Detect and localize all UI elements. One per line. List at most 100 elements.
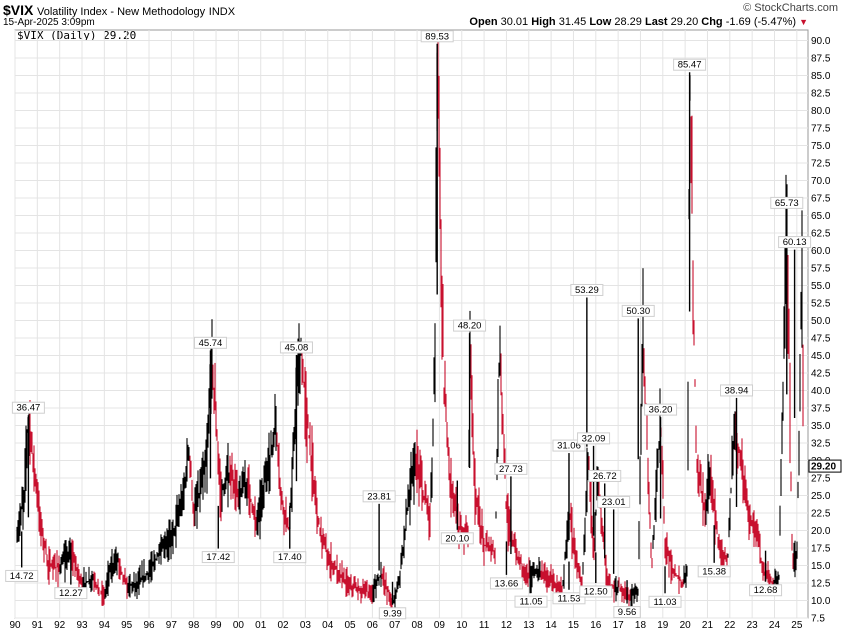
y-tick-label: 80.0 — [811, 106, 831, 117]
peak-label-box — [613, 606, 641, 619]
peak-label-text: 26.72 — [593, 471, 617, 482]
open-label: Open — [469, 16, 498, 28]
peak-label-box — [579, 585, 613, 598]
x-tick-label: 93 — [76, 620, 88, 631]
y-tick-label: 22.5 — [811, 509, 831, 520]
chg-label: Chg — [701, 16, 723, 28]
y-tick-label: 35.0 — [811, 421, 831, 432]
peak-label-box — [453, 319, 487, 332]
last-label: Last — [644, 16, 668, 28]
peak-label-text: 38.94 — [725, 385, 749, 396]
peak-label-text: 20.10 — [445, 533, 469, 544]
x-tick-label: 19 — [657, 620, 669, 631]
x-tick-label: 11 — [479, 620, 490, 631]
peak-label: 27.73 — [494, 462, 528, 475]
peak-label-text: 36.20 — [649, 405, 673, 416]
peak-label: 32.09 — [577, 432, 611, 445]
last-price-box — [808, 459, 842, 473]
peak-label: 36.47 — [11, 401, 45, 414]
peak-label-text: 17.40 — [278, 552, 302, 563]
x-tick-label: 94 — [99, 620, 111, 631]
peak-label: 11.53 — [552, 592, 586, 605]
open-value: 30.01 — [500, 16, 529, 28]
symbol: $VIX — [3, 2, 34, 18]
chg-value: -1.69 (-5.47%) — [725, 16, 797, 28]
x-tick-label: 00 — [233, 620, 245, 631]
timestamp: 15-Apr-2025 3:09pm — [3, 17, 95, 28]
x-tick-label: 02 — [277, 620, 289, 631]
peak-label-box — [489, 577, 523, 590]
peak-label-box — [720, 384, 754, 397]
peak-label: 38.94 — [720, 384, 754, 397]
peak-label-text: 60.13 — [783, 237, 807, 248]
y-axis: 7.510.012.515.017.520.022.525.027.530.03… — [811, 36, 831, 625]
x-tick-label: 07 — [389, 620, 401, 631]
x-tick-label: 20 — [680, 620, 692, 631]
gridlines — [14, 30, 808, 619]
peak-label-box — [644, 403, 678, 416]
peak-label-box — [378, 607, 407, 620]
y-tick-label: 62.5 — [811, 229, 831, 240]
peak-label-box — [494, 462, 528, 475]
peak-label: 60.13 — [778, 236, 812, 249]
quote-bar: Open 30.01 High 31.45 Low 28.29 Last 29.… — [469, 16, 808, 28]
peak-label-box — [648, 595, 682, 608]
x-tick-label: 06 — [367, 620, 379, 631]
peak-label: 12.27 — [54, 587, 88, 600]
peak-label-box — [577, 432, 611, 445]
peak-label: 89.53 — [420, 30, 454, 43]
peak-label-box — [54, 587, 88, 600]
peak-label-box — [201, 551, 235, 564]
y-tick-label: 77.5 — [811, 124, 831, 135]
x-tick-label: 95 — [121, 620, 133, 631]
y-tick-label: 57.5 — [811, 264, 831, 275]
peak-label-box — [552, 592, 586, 605]
y-tick-label: 20.0 — [811, 526, 831, 537]
x-tick-label: 25 — [791, 620, 803, 631]
x-tick-label: 24 — [769, 620, 781, 631]
x-tick-label: 09 — [434, 620, 446, 631]
peak-label-text: 17.42 — [206, 552, 230, 563]
last-value: 29.20 — [670, 16, 699, 28]
low-value: 28.29 — [614, 16, 642, 28]
peak-label-text: 11.03 — [653, 597, 676, 608]
y-tick-label: 25.0 — [811, 491, 831, 502]
x-tick-label: 96 — [143, 620, 155, 631]
high-value: 31.45 — [558, 16, 587, 28]
peak-label: 12.50 — [579, 585, 613, 598]
peak-label-text: 13.66 — [495, 578, 519, 589]
peak-label-text: 12.50 — [584, 587, 608, 598]
peak-label: 17.42 — [201, 551, 235, 564]
peak-label-box — [552, 439, 586, 452]
exchange: INDX — [208, 6, 236, 18]
peak-label-text: 36.47 — [17, 403, 41, 414]
peak-label-text: 9.56 — [618, 607, 637, 618]
peak-label-text: 9.39 — [383, 608, 402, 619]
peak-label-text: 11.53 — [557, 593, 580, 604]
x-tick-label: 01 — [255, 620, 267, 631]
peak-label-text: 45.74 — [199, 338, 223, 349]
x-tick-label: 16 — [590, 620, 602, 631]
peak-label: 45.08 — [279, 341, 313, 354]
peak-label: 12.68 — [749, 584, 783, 597]
peak-label: 15.38 — [697, 565, 731, 578]
peak-label-text: 65.73 — [775, 198, 799, 209]
x-tick-label: 22 — [724, 620, 736, 631]
peak-label: 36.20 — [644, 403, 678, 416]
x-tick-label: 98 — [188, 620, 200, 631]
annotations: 36.47 14.72 12.27 45.74 17.42 45.08 17.40 23.81… — [5, 30, 812, 620]
y-tick-label: 67.5 — [811, 194, 831, 205]
high-label: High — [531, 16, 556, 28]
peak-label-box — [440, 532, 474, 545]
peak-label-text: 31.06 — [557, 441, 581, 452]
x-tick-label: 14 — [546, 620, 558, 631]
series-legend: $VIX (Daily) 29.20 — [17, 29, 137, 42]
x-tick-label: 97 — [166, 620, 178, 631]
peak-label-box — [5, 569, 39, 582]
peak-label-box — [514, 595, 548, 608]
peak-label-box — [362, 490, 396, 503]
peak-label-box — [420, 30, 454, 43]
peak-label: 13.66 — [489, 577, 523, 590]
peak-label-box — [11, 401, 45, 414]
